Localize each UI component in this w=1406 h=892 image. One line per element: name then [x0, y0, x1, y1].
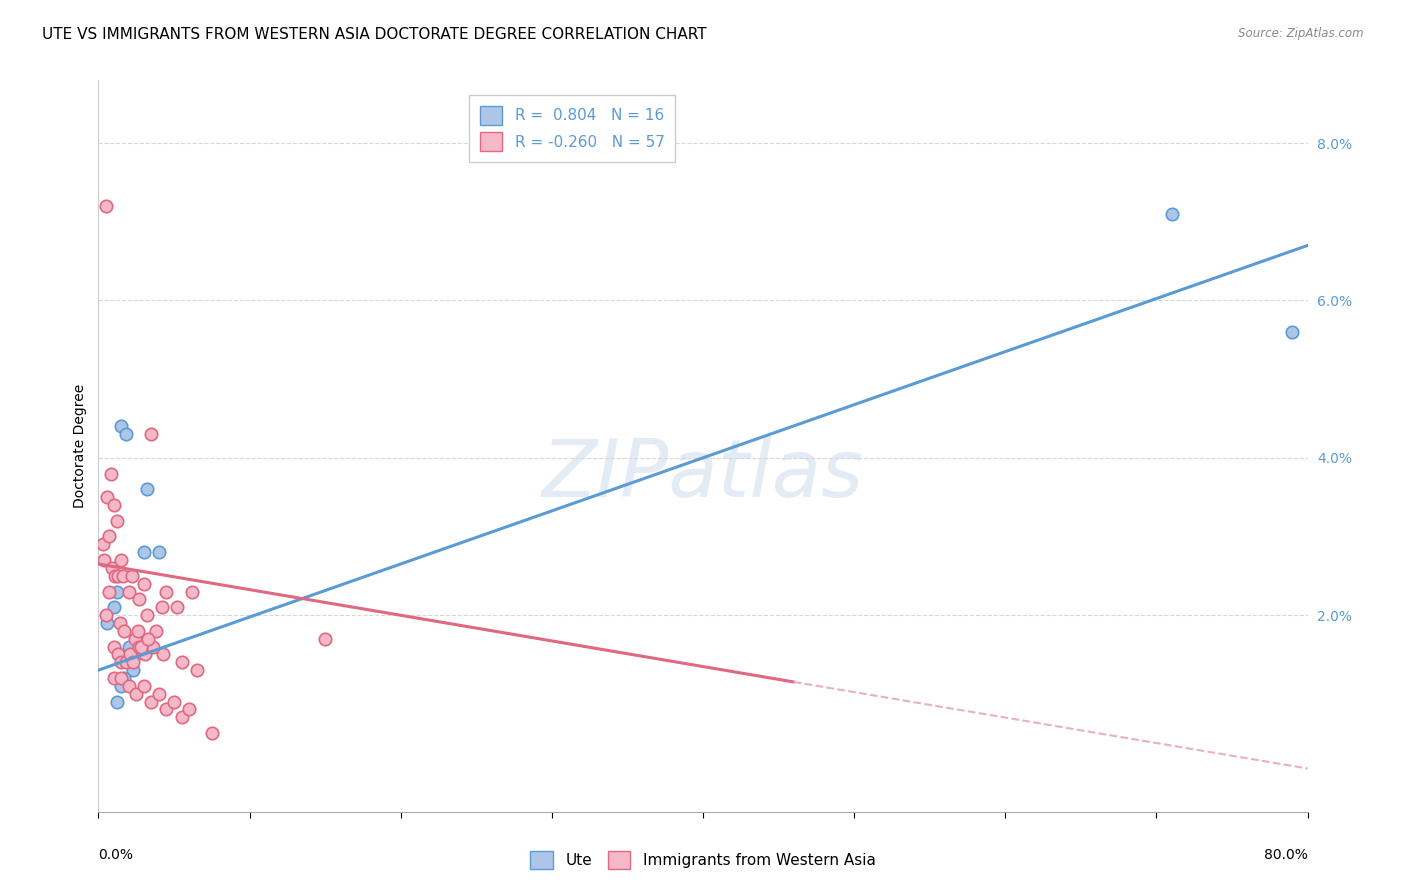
- Point: [141, 695, 163, 709]
- Text: 0.0%: 0.0%: [98, 848, 134, 863]
- Point: [142, 640, 165, 654]
- Point: [114, 427, 136, 442]
- Point: [128, 640, 150, 654]
- Point: [91, 537, 114, 551]
- Point: [129, 640, 152, 654]
- Point: [170, 710, 193, 724]
- Point: [155, 584, 177, 599]
- Point: [125, 648, 148, 662]
- Point: [110, 671, 132, 685]
- Point: [110, 655, 132, 669]
- Point: [112, 671, 135, 685]
- Point: [103, 600, 125, 615]
- Legend: R =  0.804   N = 16, R = -0.260   N = 57: R = 0.804 N = 16, R = -0.260 N = 57: [468, 95, 675, 161]
- Point: [107, 648, 129, 662]
- Point: [118, 584, 141, 599]
- Point: [104, 568, 127, 582]
- Point: [145, 624, 167, 638]
- Point: [127, 624, 149, 638]
- Point: [170, 655, 193, 669]
- Point: [132, 576, 155, 591]
- Point: [1160, 207, 1182, 221]
- Point: [166, 600, 188, 615]
- Point: [150, 600, 173, 615]
- Point: [103, 498, 125, 512]
- Point: [148, 687, 170, 701]
- Point: [96, 490, 118, 504]
- Point: [135, 608, 157, 623]
- Point: [108, 615, 131, 630]
- Point: [118, 679, 141, 693]
- Point: [128, 592, 150, 607]
- Legend: Ute, Immigrants from Western Asia: Ute, Immigrants from Western Asia: [524, 845, 882, 875]
- Point: [105, 514, 128, 528]
- Point: [103, 640, 125, 654]
- Point: [124, 632, 146, 646]
- Point: [107, 568, 129, 582]
- Point: [110, 679, 132, 693]
- Point: [141, 427, 163, 442]
- Point: [136, 632, 159, 646]
- Point: [98, 529, 121, 543]
- Point: [94, 199, 117, 213]
- Point: [163, 695, 186, 709]
- Point: [132, 545, 155, 559]
- Point: [121, 568, 143, 582]
- Point: [179, 702, 201, 716]
- Point: [118, 640, 141, 654]
- Point: [111, 568, 134, 582]
- Point: [125, 687, 148, 701]
- Point: [148, 545, 170, 559]
- Point: [132, 679, 155, 693]
- Point: [98, 584, 121, 599]
- Point: [155, 702, 177, 716]
- Text: Source: ZipAtlas.com: Source: ZipAtlas.com: [1239, 27, 1364, 40]
- Y-axis label: Doctorate Degree: Doctorate Degree: [73, 384, 87, 508]
- Point: [201, 726, 224, 740]
- Point: [314, 632, 336, 646]
- Point: [114, 655, 136, 669]
- Point: [1281, 325, 1303, 339]
- Point: [110, 419, 132, 434]
- Point: [105, 584, 128, 599]
- Point: [122, 655, 145, 669]
- Point: [181, 584, 204, 599]
- Point: [135, 482, 157, 496]
- Point: [112, 624, 135, 638]
- Point: [96, 615, 118, 630]
- Point: [120, 648, 142, 662]
- Point: [110, 553, 132, 567]
- Text: UTE VS IMMIGRANTS FROM WESTERN ASIA DOCTORATE DEGREE CORRELATION CHART: UTE VS IMMIGRANTS FROM WESTERN ASIA DOCT…: [42, 27, 707, 42]
- Point: [122, 663, 145, 677]
- Point: [152, 648, 174, 662]
- Text: 80.0%: 80.0%: [1264, 848, 1308, 863]
- Point: [105, 695, 128, 709]
- Point: [94, 608, 117, 623]
- Point: [100, 467, 122, 481]
- Point: [93, 553, 115, 567]
- Point: [103, 671, 125, 685]
- Point: [186, 663, 208, 677]
- Point: [101, 561, 124, 575]
- Text: ZIPatlas: ZIPatlas: [541, 436, 865, 515]
- Point: [134, 648, 156, 662]
